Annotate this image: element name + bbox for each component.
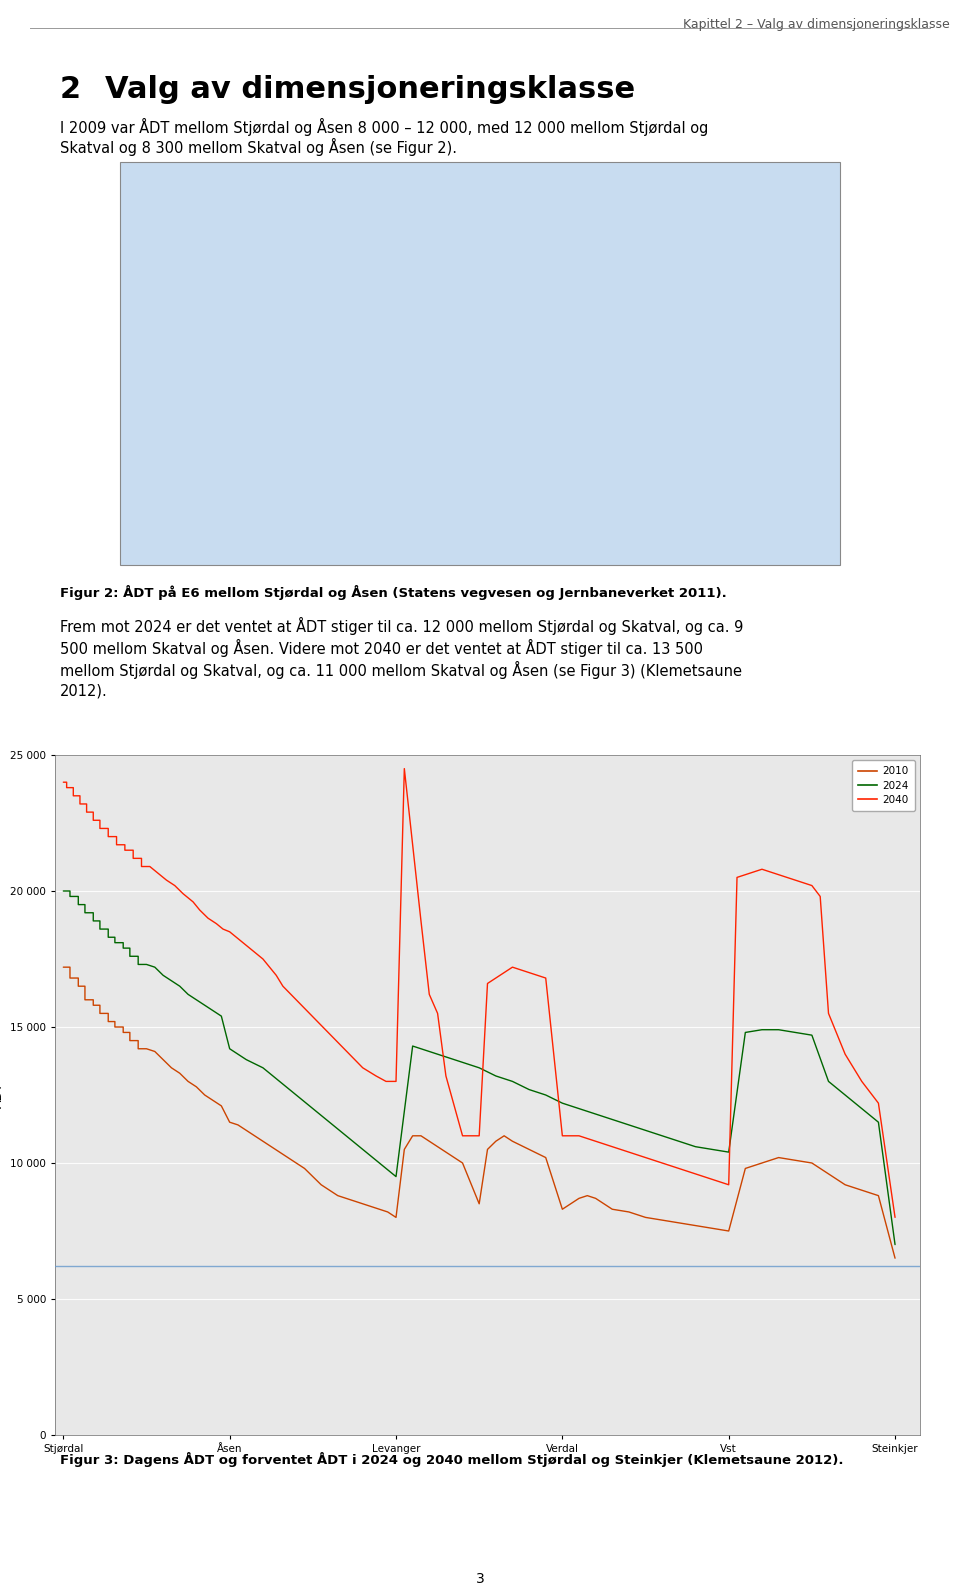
2040: [490, 969, 501, 988]
2024: [806, 1026, 818, 1045]
2010: [109, 1018, 121, 1037]
2024: [216, 1007, 228, 1026]
Text: 2012).: 2012).: [60, 683, 108, 698]
2010: [639, 1208, 651, 1227]
2024: [507, 1072, 518, 1091]
Line: 2024: 2024: [63, 891, 895, 1244]
2040: [244, 939, 255, 958]
Text: Frem mot 2024 er det ventet at ÅDT stiger til ca. 12 000 mellom Stjørdal og Skat: Frem mot 2024 er det ventet at ÅDT stige…: [60, 617, 743, 635]
Text: Figur 3: Dagens ÅDT og forventet ÅDT i 2024 og 2040 mellom Stjørdal og Steinkjer: Figur 3: Dagens ÅDT og forventet ÅDT i 2…: [60, 1453, 844, 1467]
2010: [623, 1203, 635, 1222]
2010: [274, 1142, 285, 1161]
Bar: [120, 162, 840, 565]
2010: [266, 1138, 277, 1157]
Text: Figur 2: ÅDT på E6 mellom Stjørdal og Åsen (Statens vegvesen og Jernbaneverket 2: Figur 2: ÅDT på E6 mellom Stjørdal og Ås…: [60, 585, 727, 600]
Line: 2010: 2010: [63, 967, 895, 1258]
2024: [166, 971, 178, 990]
2040: [194, 901, 205, 920]
2040: [398, 759, 410, 778]
Line: 2040: 2040: [63, 768, 895, 1217]
Text: I 2009 var ÅDT mellom Stjørdal og Åsen 8 000 – 12 000, med 12 000 mellom Stjørda: I 2009 var ÅDT mellom Stjørdal og Åsen 8…: [60, 118, 708, 135]
2024: [58, 881, 69, 901]
2010: [498, 1126, 510, 1146]
Y-axis label: ÅDT: ÅDT: [0, 1082, 5, 1107]
2024: [407, 1036, 419, 1055]
2010: [58, 958, 69, 977]
2040: [507, 958, 518, 977]
2040: [74, 786, 85, 805]
Text: Kapittel 2 – Valg av dimensjoneringsklasse: Kapittel 2 – Valg av dimensjoneringsklas…: [684, 18, 950, 30]
Text: Skatval og 8 300 mellom Skatval og Åsen (se Figur 2).: Skatval og 8 300 mellom Skatval og Åsen …: [60, 138, 457, 156]
Text: 500 mellom Skatval og Åsen. Videre mot 2040 er det ventet at ÅDT stiger til ca. : 500 mellom Skatval og Åsen. Videre mot 2…: [60, 640, 703, 657]
Text: 3: 3: [475, 1572, 485, 1586]
2024: [856, 1099, 868, 1118]
Text: mellom Stjørdal og Skatval, og ca. 11 000 mellom Skatval og Åsen (se Figur 3) (K: mellom Stjørdal og Skatval, og ca. 11 00…: [60, 660, 742, 679]
2010: [889, 1249, 900, 1268]
Legend: 2010, 2024, 2040: 2010, 2024, 2040: [852, 760, 915, 811]
Text: Valg av dimensjoneringsklasse: Valg av dimensjoneringsklasse: [105, 75, 636, 103]
2040: [889, 1208, 900, 1227]
2040: [58, 773, 69, 792]
2024: [889, 1235, 900, 1254]
Text: 2: 2: [60, 75, 82, 103]
2040: [144, 858, 156, 877]
